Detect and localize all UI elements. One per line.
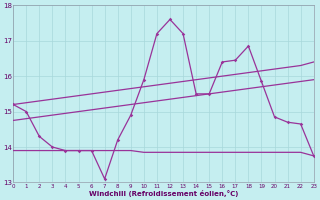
X-axis label: Windchill (Refroidissement éolien,°C): Windchill (Refroidissement éolien,°C) — [89, 190, 238, 197]
